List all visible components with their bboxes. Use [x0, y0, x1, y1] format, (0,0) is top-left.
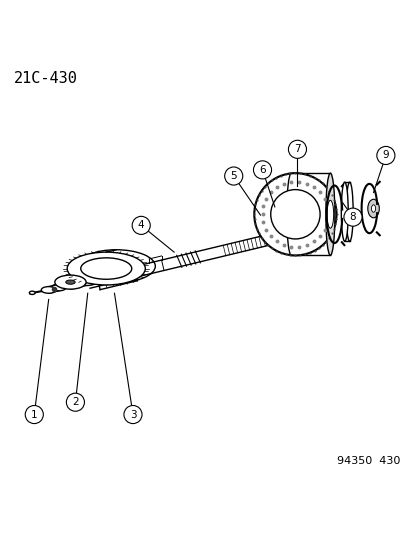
- Text: 8: 8: [349, 212, 356, 222]
- Ellipse shape: [66, 280, 75, 284]
- Text: 1: 1: [31, 409, 38, 419]
- Text: 6: 6: [259, 165, 265, 175]
- Ellipse shape: [325, 173, 334, 255]
- Circle shape: [123, 406, 142, 424]
- Circle shape: [376, 147, 394, 165]
- Text: 4: 4: [138, 220, 144, 230]
- Ellipse shape: [55, 275, 86, 289]
- Text: 5: 5: [230, 171, 237, 181]
- Ellipse shape: [367, 199, 378, 218]
- Ellipse shape: [270, 190, 319, 239]
- Ellipse shape: [41, 287, 56, 293]
- Circle shape: [343, 208, 361, 226]
- Text: 7: 7: [294, 144, 300, 154]
- Text: 94350  430: 94350 430: [336, 456, 399, 466]
- Circle shape: [25, 406, 43, 424]
- Circle shape: [253, 161, 271, 179]
- Ellipse shape: [29, 291, 35, 294]
- Ellipse shape: [326, 200, 333, 228]
- Ellipse shape: [340, 182, 347, 241]
- Text: 3: 3: [129, 409, 136, 419]
- Circle shape: [132, 216, 150, 235]
- Circle shape: [288, 140, 306, 158]
- Text: 9: 9: [382, 150, 388, 160]
- Ellipse shape: [370, 205, 375, 212]
- Circle shape: [66, 393, 84, 411]
- Ellipse shape: [67, 252, 145, 285]
- Text: 21C-430: 21C-430: [14, 71, 77, 86]
- Circle shape: [224, 167, 242, 185]
- Ellipse shape: [254, 173, 336, 255]
- Ellipse shape: [81, 258, 131, 279]
- Text: 2: 2: [72, 397, 78, 407]
